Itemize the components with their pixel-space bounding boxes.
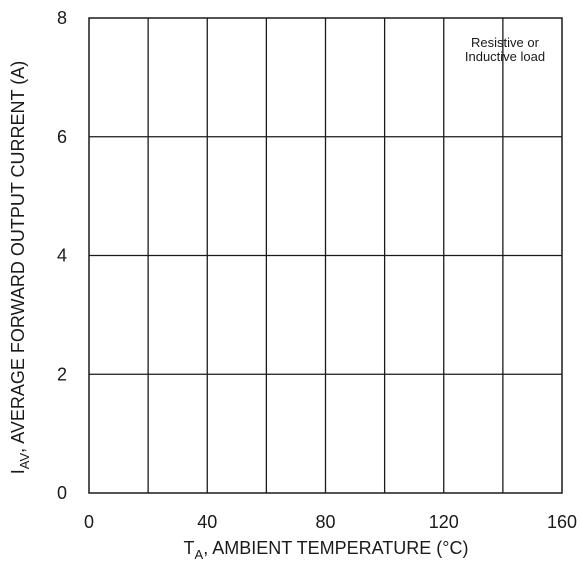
x-axis-label: TA, AMBIENT TEMPERATURE (°C): [184, 538, 469, 562]
load-type-annotation: Resistive or Inductive load: [465, 35, 545, 64]
y-tick-label: 0: [57, 483, 67, 503]
horizontal-gridlines: [89, 136, 562, 375]
annotation-line-2: Inductive load: [465, 49, 545, 64]
y-tick-label: 2: [57, 364, 67, 384]
x-tick-label: 40: [197, 512, 217, 532]
x-tick-label: 80: [315, 512, 335, 532]
y-axis-label: IAV, AVERAGE FORWARD OUTPUT CURRENT (A): [8, 61, 32, 474]
x-tick-label: 0: [84, 512, 94, 532]
x-tick-label: 160: [547, 512, 577, 532]
annotation-line-1: Resistive or: [471, 35, 540, 50]
y-tick-label: 8: [57, 8, 67, 28]
y-tick-label: 6: [57, 127, 67, 147]
x-tick-label: 120: [429, 512, 459, 532]
x-axis-tick-labels: 0 40 80 120 160: [84, 512, 577, 532]
y-axis-tick-labels: 0 2 4 6 8: [57, 8, 67, 503]
plot-frame: [88, 17, 563, 494]
y-tick-label: 4: [57, 246, 67, 266]
